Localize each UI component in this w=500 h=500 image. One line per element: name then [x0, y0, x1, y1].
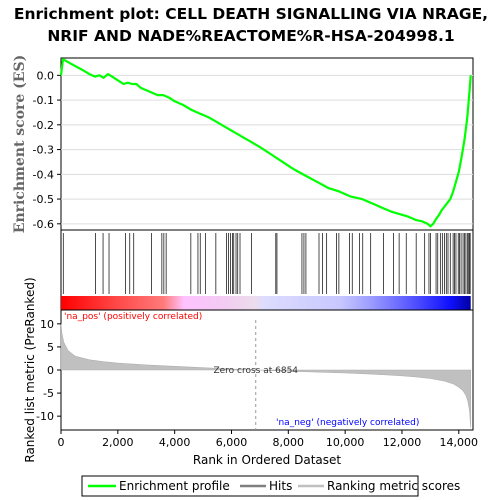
legend-label-enrichment-profile: Enrichment profile [119, 479, 230, 493]
x-tick-label: 8,000 [273, 436, 305, 449]
na-neg-label: 'na_neg' (negatively correlated) [276, 418, 419, 428]
x-tick-label: 12,000 [383, 436, 422, 449]
metric-y-axis-label: Ranked list metric (PreRanked) [23, 277, 37, 462]
legend-label-hits: Hits [269, 479, 292, 493]
x-tick-label: 0 [58, 436, 65, 449]
x-axis-label: Rank in Ordered Dataset [193, 453, 341, 467]
na-pos-label: 'na_pos' (positively correlated) [64, 312, 202, 322]
es-y-tick-label: -0.3 [33, 144, 54, 157]
legend: Enrichment profile Hits Ranking metric s… [82, 476, 460, 496]
es-y-axis-label: Enrichment score (ES) [12, 55, 28, 233]
es-y-tick-label: -0.2 [33, 119, 54, 132]
chart-title-line1: Enrichment plot: CELL DEATH SIGNALLING V… [14, 5, 488, 23]
es-y-axis: 0.0 -0.1 -0.2 -0.3 -0.4 -0.5 -0.6 [33, 69, 61, 230]
zero-cross-label: Zero cross at 6854 [213, 366, 298, 376]
chart-title-line2: NRIF AND NADE%REACTOME%R-HSA-204998.1 [47, 27, 454, 45]
es-y-tick-label: -0.1 [33, 94, 54, 107]
metric-y-tick-label: 10 [40, 318, 54, 331]
x-tick-label: 6,000 [216, 436, 248, 449]
x-axis: 0 2,000 4,000 6,000 8,000 10,000 12,000 14,000 [58, 430, 479, 449]
x-tick-label: 4,000 [159, 436, 191, 449]
es-y-tick-label: -0.5 [33, 193, 54, 206]
x-tick-label: 10,000 [326, 436, 365, 449]
es-y-tick-label: -0.6 [33, 218, 54, 231]
es-y-tick-label: 0.0 [37, 69, 55, 82]
metric-y-axis: 10 5 0 -5 -10 [36, 318, 61, 423]
rank-color-bar [61, 296, 471, 310]
metric-y-tick-label: 5 [47, 341, 54, 354]
legend-label-ranking-metric: Ranking metric scores [327, 479, 460, 493]
metric-y-tick-label: 0 [47, 364, 54, 377]
x-tick-label: 2,000 [102, 436, 134, 449]
metric-y-tick-label: -5 [43, 387, 54, 400]
x-tick-label: 14,000 [440, 436, 479, 449]
es-y-tick-label: -0.4 [33, 168, 54, 181]
metric-y-tick-label: -10 [36, 410, 54, 423]
